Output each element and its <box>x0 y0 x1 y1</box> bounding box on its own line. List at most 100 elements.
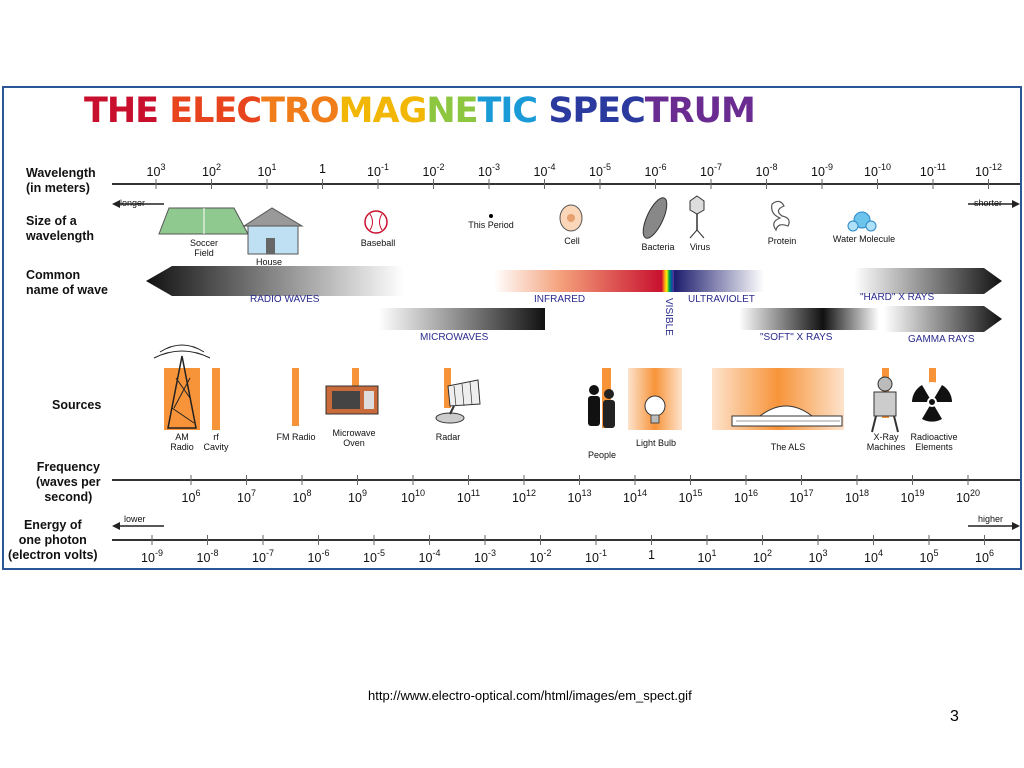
source-label: Microwave Oven <box>332 428 376 448</box>
visible-label: VISIBLE <box>663 298 674 336</box>
source-label: The ALS <box>770 442 806 452</box>
energy-tick: 105 <box>919 548 939 565</box>
energy-tick: 103 <box>808 548 828 565</box>
longer-label: longer <box>120 198 146 208</box>
radar-dish-icon <box>435 379 481 424</box>
fm-radio-bar <box>292 368 299 426</box>
wavelength-tick: 10-1 <box>367 162 389 179</box>
visible-band <box>662 270 674 292</box>
energy-tick: 101 <box>697 548 717 565</box>
frequency-tick: 1017 <box>789 488 814 505</box>
source-url: http://www.electro-optical.com/html/imag… <box>368 688 692 703</box>
source-label: Light Bulb <box>635 438 677 448</box>
wavelength-tick: 103 <box>146 162 166 179</box>
frequency-tick: 1016 <box>734 488 758 505</box>
row-label-common-name: Common name of wave <box>26 268 108 297</box>
wavelength-tick: 10-4 <box>533 162 556 179</box>
higher-arrow-icon <box>968 522 1020 530</box>
gamma-rays-label: GAMMA RAYS <box>908 334 975 345</box>
lower-label: lower <box>124 514 146 524</box>
diagram-title: THE ELECTROMAGNETIC SPECTRUM <box>84 88 756 134</box>
shorter-label: shorter <box>974 198 1003 208</box>
size-object-label: Baseball <box>360 238 396 248</box>
source-label: rf Cavity <box>203 432 229 452</box>
title-part: TRUM <box>644 91 756 131</box>
lower-arrow-icon <box>112 522 164 530</box>
energy-tick: 10-6 <box>307 548 330 565</box>
row-label-size: Size of a wavelength <box>26 214 95 243</box>
title-part: SPEC <box>548 91 645 131</box>
frequency-tick: 1010 <box>401 488 425 505</box>
size-object-label: Virus <box>689 242 711 252</box>
energy-tick: 10-2 <box>529 548 552 565</box>
protein-icon <box>771 200 790 232</box>
energy-tick: 104 <box>864 548 883 565</box>
title-part: TIC <box>477 91 549 131</box>
radio-waves-label: RADIO WAVES <box>250 294 320 305</box>
radiation-symbol-icon <box>912 382 952 422</box>
soccer-field-icon <box>158 207 249 235</box>
wavelength-tick: 10-11 <box>919 162 947 179</box>
frequency-tick: 1020 <box>956 488 980 505</box>
spectrum-graphics <box>112 179 1020 545</box>
wavelength-tick: 10-2 <box>422 162 445 179</box>
energy-tick: 10-1 <box>585 548 607 565</box>
size-object-label: This Period <box>468 220 514 230</box>
title-part: TRO <box>261 91 340 131</box>
bacteria-icon <box>642 197 668 239</box>
frequency-tick: 1015 <box>678 488 703 505</box>
energy-tick: 10-3 <box>474 548 496 565</box>
source-label: Radar <box>435 432 461 442</box>
title-part: MAG <box>338 91 428 131</box>
wavelength-tick: 10-12 <box>975 162 1002 179</box>
wavelength-tick: 101 <box>257 162 277 179</box>
size-object-label: Water Molecule <box>832 234 896 244</box>
wavelength-tick: 10-8 <box>755 162 778 179</box>
higher-label: higher <box>978 514 1004 524</box>
longer-arrow-icon <box>112 200 164 208</box>
xray-machine-icon <box>871 376 899 433</box>
infrared-label: INFRARED <box>534 294 586 305</box>
row-label-sources: Sources <box>52 398 102 412</box>
baseball-icon <box>364 210 388 234</box>
ultraviolet-label: ULTRAVIOLET <box>688 294 755 305</box>
energy-tick: 10-4 <box>418 548 441 565</box>
cell-icon <box>559 204 583 232</box>
frequency-tick: 106 <box>181 488 201 505</box>
frequency-tick: 1012 <box>512 488 536 505</box>
wavelength-tick: 10-10 <box>864 162 891 179</box>
row-label-wavelength: Wavelength (in meters) <box>26 166 96 195</box>
wavelength-tick: 10-9 <box>811 162 833 179</box>
microwave-oven-icon <box>325 385 379 415</box>
als-building-icon <box>731 405 843 427</box>
title-part: NE <box>426 91 478 131</box>
soft-xrays-band <box>739 308 879 330</box>
wavelength-tick: 10-5 <box>589 162 611 179</box>
energy-tick: 10-9 <box>141 548 163 565</box>
frequency-tick: 1014 <box>623 488 647 505</box>
size-object-label: House <box>255 257 283 267</box>
wavelength-tick: 1 <box>319 162 326 176</box>
virus-icon <box>689 195 705 239</box>
soft-xrays-label: "SOFT" X RAYS <box>760 332 833 343</box>
source-label: People <box>587 450 617 460</box>
light-bulb-icon <box>644 395 666 424</box>
people-icon <box>588 385 615 428</box>
hard-xrays-label: "HARD" X RAYS <box>860 292 935 303</box>
water-molecule-icon <box>847 211 877 232</box>
frequency-tick: 1011 <box>456 488 481 505</box>
radio-tower-icon <box>153 344 211 429</box>
house-icon <box>242 207 304 255</box>
wavelength-tick: 10-7 <box>700 162 722 179</box>
energy-tick: 102 <box>753 548 772 565</box>
ultraviolet-band <box>674 270 764 292</box>
wavelength-tick: 10-6 <box>644 162 667 179</box>
microwaves-band <box>379 308 545 330</box>
frequency-tick: 1019 <box>900 488 925 505</box>
rf-cavity-bar <box>212 368 220 430</box>
size-object-label: Bacteria <box>641 242 675 252</box>
source-label: X-Ray Machines <box>866 432 906 452</box>
frequency-tick: 108 <box>292 488 312 505</box>
frequency-tick: 107 <box>237 488 256 505</box>
wavelength-tick: 10-3 <box>478 162 500 179</box>
